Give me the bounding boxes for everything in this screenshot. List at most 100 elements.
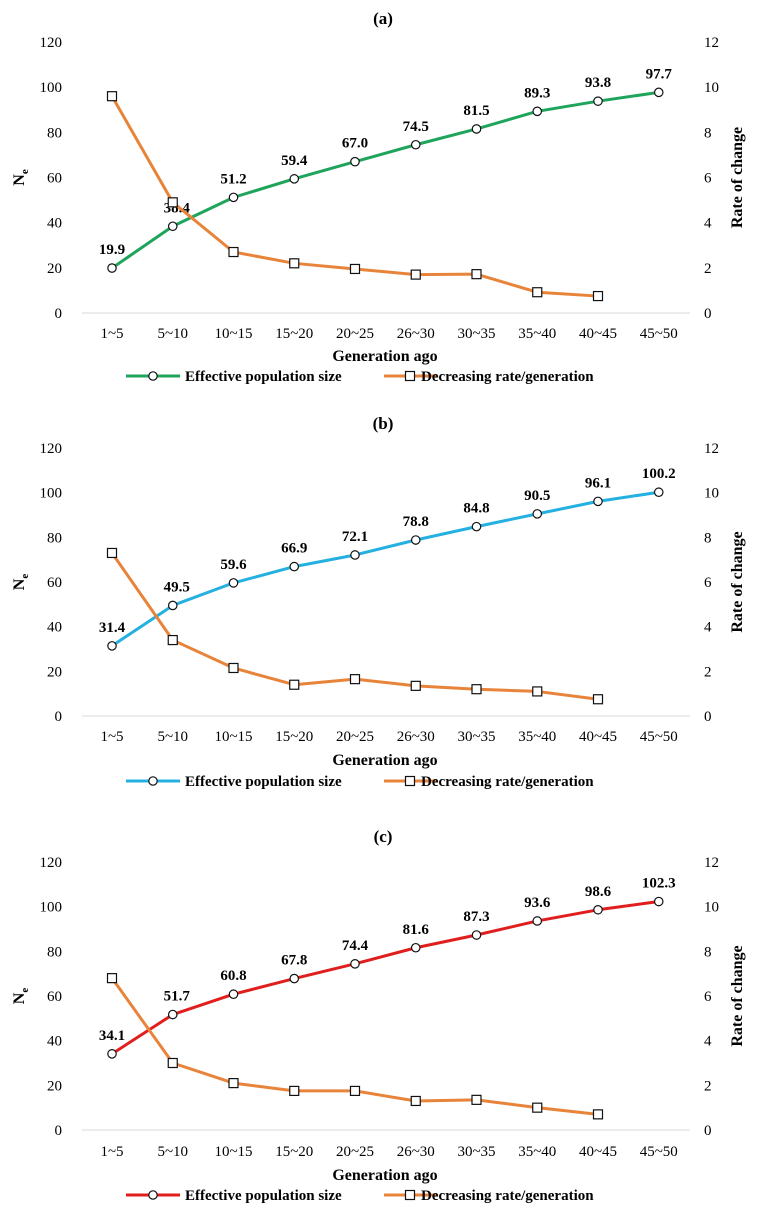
x-tick-label: 5~10: [157, 729, 188, 745]
data-point-circle: [167, 600, 178, 611]
y-tick-label: 0: [55, 709, 63, 725]
legend-label-2: Decreasing rate/generation: [421, 1188, 594, 1204]
series-line-1: [111, 900, 659, 1056]
x-tick-label: 30~35: [457, 326, 495, 342]
data-label: 59.6: [220, 557, 247, 573]
data-point-circle: [471, 521, 482, 532]
y-tick-label: 40: [47, 1034, 62, 1050]
data-label: 89.3: [524, 85, 550, 101]
data-label: 81.6: [403, 922, 430, 938]
data-label: 93.6: [524, 895, 551, 911]
data-label: 60.8: [220, 968, 246, 984]
data-point-circle: [107, 263, 117, 273]
legend-marker-circle: [148, 1190, 158, 1200]
data-point-circle: [653, 87, 664, 98]
y-tick-label: 0: [55, 306, 63, 322]
x-tick-label: 15~20: [275, 729, 313, 745]
data-label: 19.9: [99, 242, 125, 258]
x-tick-label: 5~10: [157, 1144, 188, 1160]
y-tick-label: 100: [40, 80, 63, 96]
x-tick-label: 45~50: [640, 1144, 678, 1160]
data-point-circle: [593, 96, 603, 106]
x-tick-label: 15~20: [275, 1144, 313, 1160]
y-tick-label: 100: [40, 486, 63, 502]
data-point-square: [349, 674, 361, 685]
data-point-square: [410, 680, 421, 691]
data-point-circle: [653, 896, 664, 907]
y2-tick-label: 2: [704, 664, 712, 680]
chart-title: (b): [373, 414, 394, 433]
series-line-1: [111, 90, 659, 270]
x-tick-label: 40~45: [579, 729, 617, 745]
y2-tick-label: 6: [704, 171, 712, 187]
legend-marker-circle: [148, 371, 158, 381]
data-point-circle: [471, 930, 482, 940]
data-point-circle: [532, 106, 543, 117]
y2-tick-label: 10: [704, 80, 719, 96]
y2-tick-label: 8: [704, 944, 712, 960]
data-point-circle: [107, 1049, 117, 1059]
data-label: 66.9: [281, 541, 307, 557]
data-point-square: [106, 973, 118, 984]
x-tick-label: 10~15: [214, 326, 252, 342]
data-point-circle: [289, 174, 300, 184]
data-point-square: [106, 91, 118, 102]
y2-tick-label: 6: [704, 989, 712, 1005]
data-point-square: [410, 269, 421, 280]
data-point-circle: [471, 124, 482, 134]
y-tick-label: 120: [40, 441, 63, 457]
x-axis-label: Generation ago: [332, 752, 437, 769]
chart-panel-3: (c) 0 20 40 60 80 100 120 0 2 4 6 8 10 12 Ne Rate of cha…: [11, 827, 746, 1204]
data-label: 74.5: [403, 119, 429, 135]
y2-tick-label: 2: [704, 1078, 712, 1094]
data-point-circle: [532, 916, 543, 926]
y2-axis-label: Rate of change: [729, 127, 746, 228]
data-point-square: [592, 694, 604, 705]
data-label: 100.2: [642, 466, 676, 482]
x-tick-label: 40~45: [579, 1144, 617, 1160]
legend-label-1: Effective population size: [185, 774, 342, 790]
data-point-circle: [593, 496, 603, 507]
x-tick-label: 35~40: [518, 1144, 556, 1160]
data-point-square: [532, 686, 543, 697]
legend: Effective population size Decreasing rate…: [126, 774, 594, 790]
legend-label-1: Effective population size: [185, 1188, 342, 1204]
data-point-circle: [532, 509, 543, 519]
data-label: 34.1: [99, 1028, 125, 1044]
legend-label-2: Decreasing rate/generation: [421, 369, 594, 385]
legend-marker-square: [404, 775, 416, 787]
data-label: 67.0: [342, 136, 368, 152]
data-point-circle: [350, 156, 360, 167]
x-axis-label: Generation ago: [332, 348, 437, 365]
data-label: 51.2: [220, 171, 246, 187]
data-label: 102.3: [642, 876, 676, 892]
y-axis-label-main: N: [11, 992, 28, 1004]
x-tick-label: 5~10: [157, 326, 188, 342]
y-tick-label: 20: [47, 261, 62, 277]
x-tick-label: 10~15: [214, 729, 252, 745]
data-point-square: [532, 287, 543, 298]
y-tick-label: 60: [47, 171, 62, 187]
data-point-circle: [228, 192, 239, 203]
x-tick-label: 20~25: [336, 326, 374, 342]
data-label: 98.6: [585, 884, 612, 900]
y2-tick-label: 0: [704, 306, 712, 322]
y-tick-label: 20: [47, 664, 62, 680]
data-point-square: [471, 1094, 482, 1105]
x-tick-label: 20~25: [336, 1144, 374, 1160]
data-point-circle: [593, 904, 603, 915]
data-label: 31.4: [99, 620, 126, 636]
data-point-square: [167, 1057, 178, 1069]
y-tick-label: 60: [47, 989, 62, 1005]
data-point-square: [471, 269, 482, 280]
y2-tick-label: 12: [704, 855, 719, 871]
y2-tick-label: 4: [704, 216, 712, 232]
x-tick-label: 1~5: [100, 326, 123, 342]
data-label: 59.4: [281, 153, 308, 169]
x-tick-label: 30~35: [457, 729, 495, 745]
data-label: 96.1: [585, 475, 611, 491]
data-point-circle: [167, 221, 178, 232]
y2-tick-label: 4: [704, 620, 712, 636]
data-point-circle: [107, 641, 117, 651]
